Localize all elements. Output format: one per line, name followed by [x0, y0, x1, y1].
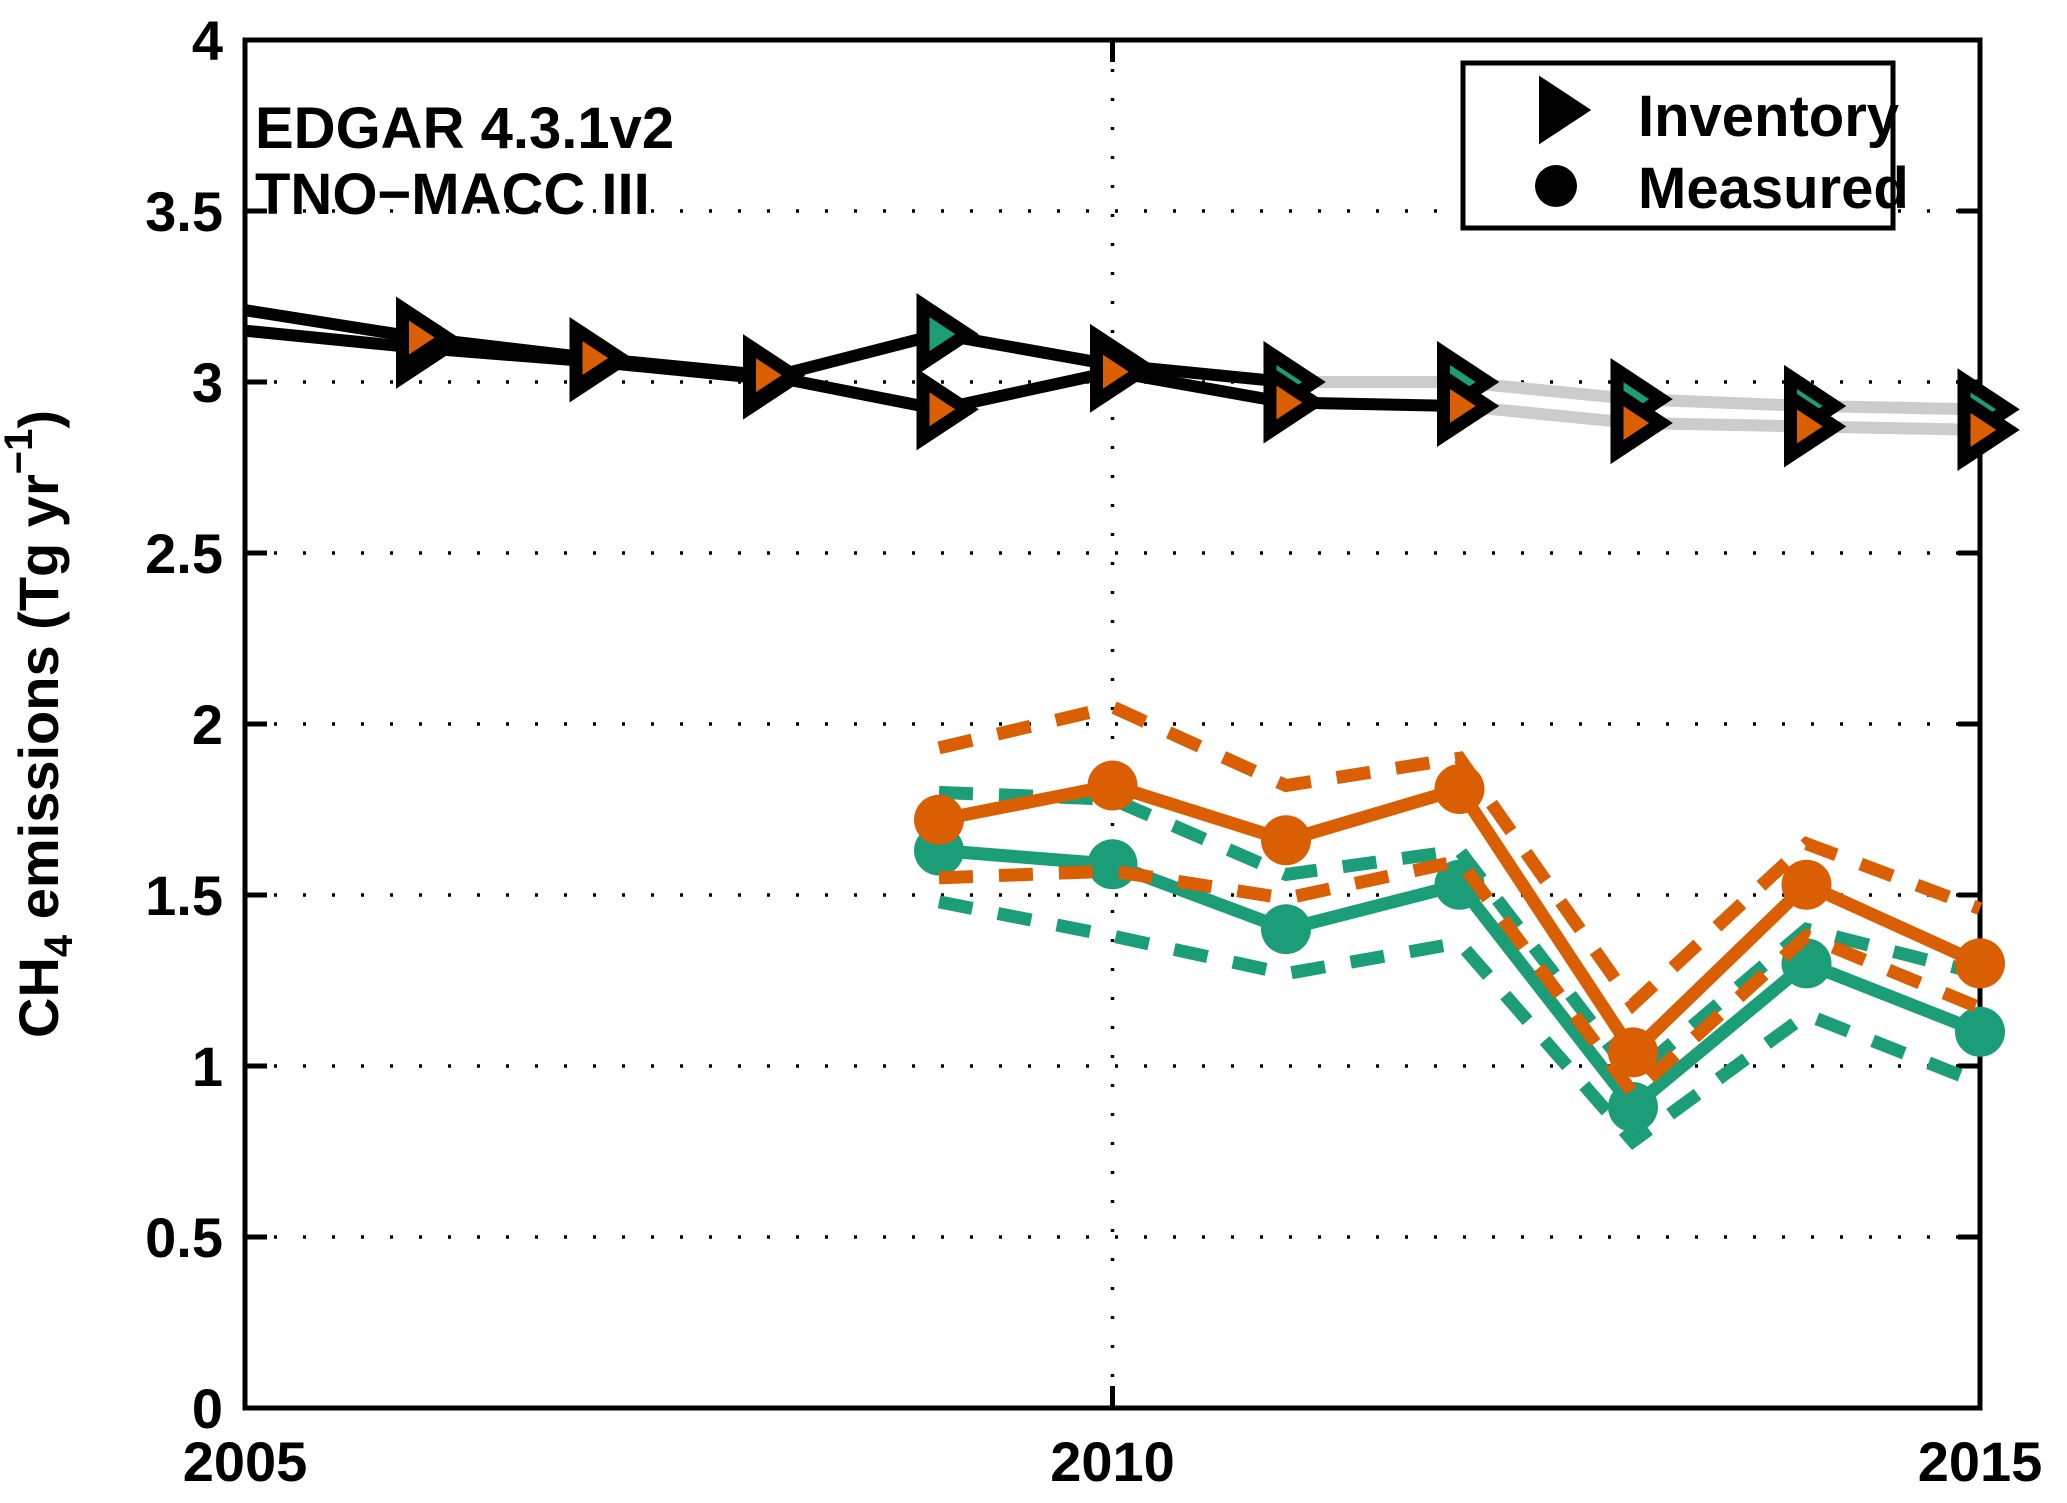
edgar-measured-upper-bound [938, 785, 1982, 1086]
tno-inventory-marker [1437, 364, 1500, 448]
y-tick-label: 1.5 [145, 864, 223, 927]
tno-inventory-marker [1090, 330, 1153, 413]
edgar-inventory-marker [916, 293, 979, 376]
y-tick-label: 4 [192, 9, 223, 72]
legend-label-inventory: Inventory [1638, 84, 1899, 149]
tno-inventory-line-extrapolated [1458, 399, 1981, 436]
axes-layer: 0 0.5 1 1.5 2 2.5 3 3.5 4 2005 2010 2015 [145, 9, 2042, 1493]
legend: Inventory Measured [1460, 60, 1909, 231]
y-tick-label: 3 [192, 351, 223, 414]
edgar-measured-marker [1608, 1082, 1658, 1133]
tno-inventory-marker [396, 296, 459, 379]
tno-inventory-marker [569, 316, 632, 400]
legend-box [1460, 60, 1896, 231]
x-tick-label: 2005 [183, 1430, 308, 1493]
tno-measured-marker [1608, 1027, 1658, 1078]
y-axis-label-main: CH [7, 957, 70, 1038]
x-tick-label: 2015 [1918, 1430, 2043, 1493]
grid-layer [245, 40, 1980, 1408]
series-layer [244, 293, 2020, 1150]
tno-measured-lower-bound [938, 853, 1983, 1103]
y-axis-label-units: emissions (Tg yr [7, 474, 70, 935]
tno-measured-marker [1781, 859, 1832, 910]
tno-inventory-marker [743, 334, 806, 417]
tno-measured-marker [914, 794, 964, 845]
tno-measured-marker [1955, 938, 2005, 989]
annotation-edgar: EDGAR 4.3.1v2 [255, 96, 674, 161]
annotation-tno: TNO−MACC III [255, 162, 650, 227]
tno-measured-marker [1261, 815, 1311, 866]
y-axis-label-close: ) [7, 410, 70, 429]
tno-inventory-marker [1957, 388, 2020, 471]
tno-measured-upper-bound [937, 700, 1983, 1015]
tno-inventory-marker [1610, 381, 1673, 465]
x-tick-label: 2010 [1050, 1430, 1175, 1493]
y-tick-label: 2 [192, 693, 223, 756]
tno-inventory-marker [1263, 361, 1326, 444]
triangle-right-icon [1539, 75, 1592, 145]
edgar-measured-lower-bound [937, 895, 1983, 1150]
y-tick-label: 0 [192, 1377, 223, 1440]
y-tick-label: 2.5 [145, 522, 223, 585]
tno-measured-marker [1087, 760, 1138, 811]
edgar-measured-marker [1955, 1006, 2005, 1057]
tno-inventory-marker [1784, 385, 1847, 468]
edgar-measured-marker [1087, 839, 1138, 890]
tno-measured-line [937, 778, 1983, 1063]
tno-inventory-marker [916, 368, 979, 451]
edgar-measured-marker [1261, 904, 1311, 955]
legend-label-measured: Measured [1638, 156, 1909, 221]
y-tick-label: 1 [192, 1035, 223, 1098]
y-axis-label-subscript: 4 [37, 934, 81, 957]
tno-measured-marker [1434, 763, 1485, 814]
y-tick-label: 3.5 [145, 180, 223, 243]
y-axis-label-superscript: −1 [0, 429, 41, 475]
circle-icon [1535, 165, 1577, 207]
y-tick-label: 0.5 [145, 1206, 223, 1269]
y-axis-label: CH4 emissions (Tg yr−1) [0, 410, 81, 1038]
